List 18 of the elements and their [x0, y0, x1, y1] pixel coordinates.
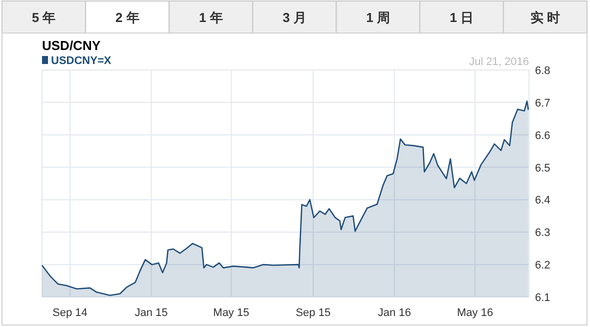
x-tick-label: May 15: [213, 307, 250, 319]
legend: USDCNY=X: [42, 55, 112, 67]
y-tick-label: 6.8: [535, 65, 550, 77]
x-tick-label: Sep 14: [52, 307, 88, 319]
tabs: 5 年 2 年 1 年 3 月 1 周 1 日 实 时: [2, 0, 588, 34]
y-tick-label: 6.6: [535, 130, 550, 142]
y-tick-label: 6.7: [535, 97, 550, 110]
x-tick-label: Jan 15: [134, 307, 168, 319]
y-tick-label: 6.5: [535, 162, 550, 174]
text: Jul 21, 2016: [469, 56, 529, 68]
y-tick-label: 6.3: [535, 227, 550, 240]
x-tick-label: Jan 16: [378, 307, 411, 319]
chart-title: USD/CNY: [42, 38, 101, 53]
x-tick-label: May 16: [457, 307, 494, 319]
y-tick-label: 6.1: [535, 292, 550, 304]
x-tick-label: Sep 15: [296, 307, 331, 319]
y-tick-label: 6.4: [535, 194, 550, 207]
y-tick-label: 6.2: [535, 260, 550, 272]
